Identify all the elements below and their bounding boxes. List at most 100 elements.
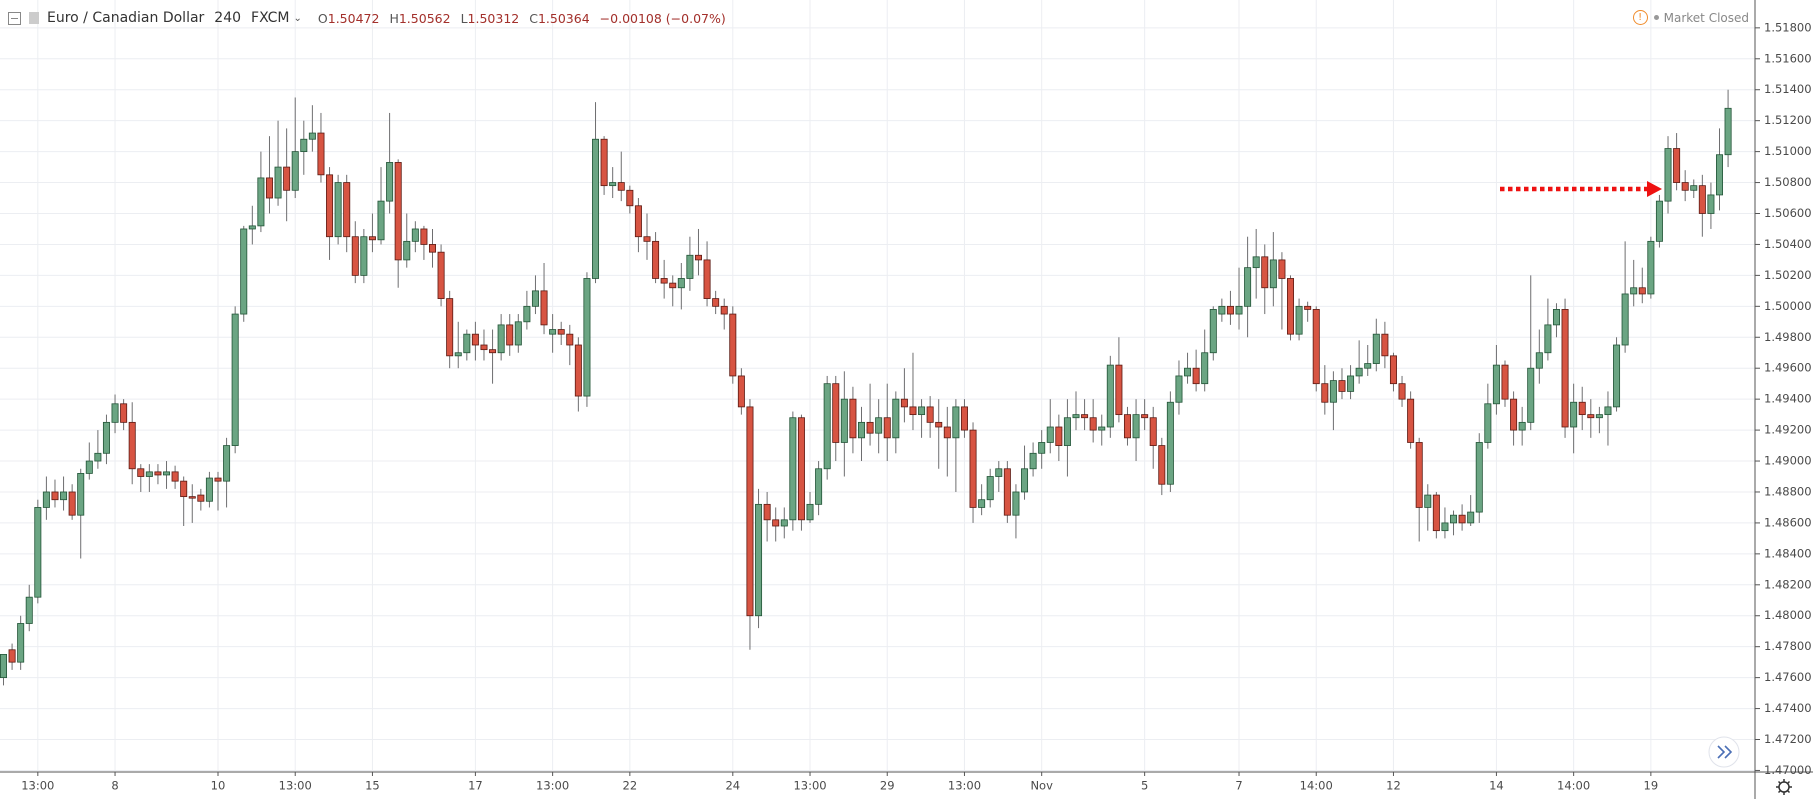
- candle-body: [163, 471, 171, 476]
- candle-body: [1527, 367, 1535, 423]
- candle-body: [1141, 414, 1149, 419]
- settings-button[interactable]: [1776, 779, 1792, 795]
- candle-body: [1192, 367, 1200, 385]
- candle-body: [1552, 309, 1560, 326]
- low-value: 1.50312: [467, 10, 520, 26]
- candle-body: [1158, 445, 1166, 485]
- candle-body: [1475, 442, 1483, 513]
- candle-body: [566, 333, 574, 346]
- status-text: Market Closed: [1663, 10, 1749, 25]
- interval[interactable]: 240: [214, 10, 242, 26]
- y-tick-label: 1.47600: [1764, 670, 1812, 684]
- candle-body: [308, 132, 316, 140]
- candle-body: [943, 426, 951, 439]
- candle-body: [1312, 309, 1320, 385]
- x-tick-label: 13:00: [793, 779, 826, 793]
- candle-body: [780, 519, 788, 527]
- y-tick-label: 1.49800: [1764, 330, 1812, 344]
- candle-body: [274, 166, 282, 199]
- x-tick-label: 24: [725, 779, 740, 793]
- x-tick-label: 14:00: [1300, 779, 1333, 793]
- candle-body: [394, 162, 402, 261]
- candle-body: [1132, 414, 1140, 439]
- candle-body: [403, 240, 411, 261]
- candle-body: [1055, 426, 1063, 446]
- candle-body: [1673, 148, 1681, 183]
- candle-body: [471, 333, 479, 346]
- gear-teeth[interactable]: [1776, 779, 1792, 795]
- collapse-icon[interactable]: [8, 11, 21, 25]
- candle-body: [1372, 333, 1380, 364]
- candle-body: [205, 477, 213, 502]
- candle-body: [85, 460, 93, 474]
- candle-body: [1724, 107, 1732, 156]
- candle-body: [1604, 406, 1612, 416]
- y-tick-label: 1.50000: [1764, 299, 1812, 313]
- change: −0.00108 (−0.07%): [599, 10, 726, 26]
- candle-body: [978, 499, 986, 508]
- candle-body: [42, 491, 50, 508]
- status-dot: [1653, 15, 1659, 20]
- candle-body: [111, 403, 119, 423]
- candle-body: [480, 344, 488, 351]
- candle-body: [428, 244, 436, 253]
- candle-body: [926, 406, 934, 423]
- candle-body: [514, 321, 522, 346]
- candle-body: [574, 344, 582, 397]
- candle-body: [712, 298, 720, 307]
- candle-body: [77, 473, 85, 516]
- candle-body: [918, 406, 926, 416]
- candle-body: [660, 278, 668, 284]
- candle-body: [240, 228, 248, 315]
- y-tick-label: 1.48200: [1764, 577, 1812, 591]
- candle-body: [1638, 287, 1646, 295]
- scroll-icon[interactable]: [1717, 745, 1733, 759]
- candle-body: [1492, 364, 1500, 405]
- x-tick-label: 13:00: [21, 779, 54, 793]
- y-tick-label: 1.50800: [1764, 175, 1812, 189]
- candle-body: [832, 383, 840, 443]
- candle-body: [1664, 148, 1672, 202]
- candle-body: [634, 205, 642, 238]
- candle-body: [1389, 355, 1397, 385]
- candle-body: [763, 503, 771, 521]
- candle-body: [257, 177, 265, 227]
- candle-body: [1398, 383, 1406, 400]
- open-value: 1.50472: [327, 10, 380, 26]
- candle-body: [995, 468, 1003, 477]
- scroll-button[interactable]: [1708, 736, 1740, 768]
- candle-body: [840, 398, 848, 443]
- x-tick-label: 17: [468, 779, 483, 793]
- candle-body: [1003, 468, 1011, 516]
- candle-body: [1295, 305, 1303, 335]
- candle-body: [291, 151, 299, 191]
- candle-body: [1089, 417, 1097, 431]
- candle-body: [1304, 305, 1312, 310]
- x-tick-label: 14:00: [1557, 779, 1590, 793]
- candle-body: [1415, 442, 1423, 508]
- x-tick-label: 5: [1141, 779, 1148, 793]
- candle-body: [1450, 514, 1458, 524]
- candle-body: [1347, 375, 1355, 392]
- dropdown-icon[interactable]: ⌄: [293, 12, 302, 24]
- candle-body: [986, 476, 994, 501]
- candle-body: [1226, 305, 1234, 315]
- candle-body: [900, 398, 908, 408]
- x-tick-label: 22: [623, 779, 638, 793]
- candle-body: [1184, 367, 1192, 377]
- symbol-name[interactable]: Euro / Canadian Dollar: [47, 10, 205, 26]
- candle-body: [1081, 414, 1089, 419]
- candle-body: [128, 421, 136, 470]
- candle-body: [969, 429, 977, 508]
- candle-body: [815, 468, 823, 505]
- warning-icon[interactable]: !: [1632, 10, 1648, 25]
- low-label: L: [460, 10, 468, 26]
- candle-body: [1038, 442, 1046, 454]
- candle-body: [1381, 333, 1389, 357]
- candle-body: [746, 406, 754, 617]
- candle-body: [1123, 414, 1131, 439]
- candle-body: [1072, 414, 1080, 419]
- x-tick-label: 8: [111, 779, 118, 793]
